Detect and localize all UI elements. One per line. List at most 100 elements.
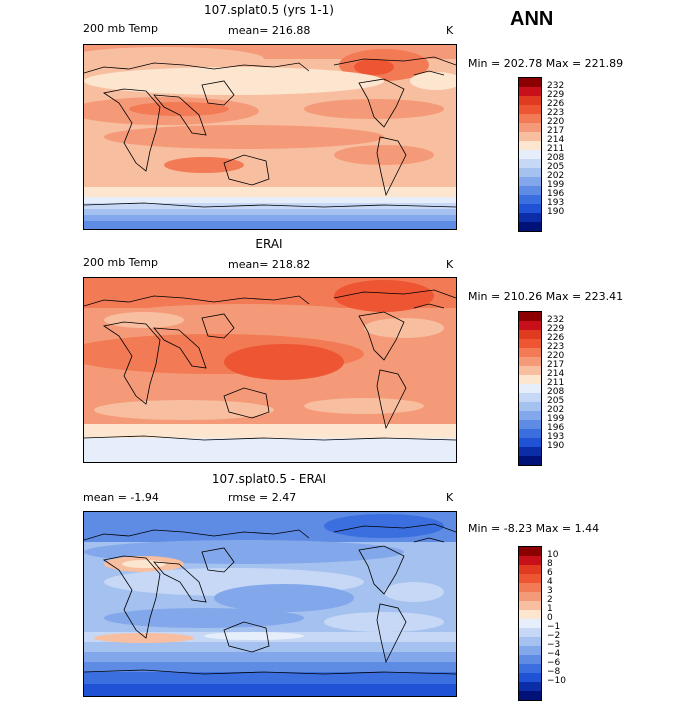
colorbar-tick-label: 214	[547, 135, 565, 145]
colorbar-tick-label: 196	[547, 423, 565, 433]
map-plot	[83, 511, 457, 697]
colorbar-tick-label: −2	[547, 631, 561, 641]
colorbar-tick-label: 4	[547, 577, 553, 587]
colorbar-tick-label: 1	[547, 604, 553, 614]
panel-title: 107.splat0.5 - ERAI	[211, 472, 327, 486]
colorbar-tick-label: 2	[547, 595, 553, 605]
colorbar-labels: 10 8 6 4 3 2 1 0 −1 −2 −3 −4 −6 −8 −10	[547, 551, 566, 686]
colorbar	[518, 311, 542, 466]
colorbar-tick-label: 193	[547, 198, 565, 208]
colorbar-swatch	[519, 420, 541, 429]
colorbar-tick-label: −6	[547, 658, 561, 668]
colorbar-swatch	[519, 339, 541, 348]
colorbar-swatch	[519, 655, 541, 664]
colorbar-labels: 232 229 226 223 220 217 214 211 208 205 202 199 196 1…	[547, 82, 564, 217]
colorbar-swatch	[519, 222, 541, 231]
map-plot	[83, 44, 457, 230]
colorbar-tick-label: 199	[547, 180, 565, 190]
colorbar-tick-label: 190	[547, 207, 565, 217]
panel-title: ERAI	[255, 237, 283, 251]
colorbar-swatch	[519, 330, 541, 339]
colorbar-swatch	[519, 393, 541, 402]
colorbar-tick-label: 220	[547, 117, 565, 127]
colorbar-swatch	[519, 186, 541, 195]
colorbar-swatch	[519, 114, 541, 123]
colorbar-swatch	[519, 574, 541, 583]
colorbar-swatch	[519, 96, 541, 105]
colorbar-tick-label: 217	[547, 126, 565, 136]
colorbar-tick-label: 202	[547, 405, 565, 415]
min-max-label: Min = 210.26 Max = 223.41	[468, 290, 624, 303]
colorbar-swatch	[519, 556, 541, 565]
colorbar-swatch	[519, 150, 541, 159]
colorbar-swatch	[519, 87, 541, 96]
colorbar-tick-label: 199	[547, 414, 565, 424]
colorbar-tick-label: 208	[547, 387, 565, 397]
colorbar-swatch	[519, 78, 541, 87]
colorbar-tick-label: 205	[547, 396, 565, 406]
colorbar-swatch	[519, 105, 541, 114]
colorbar-swatch	[519, 691, 541, 700]
colorbar-tick-label: −4	[547, 649, 561, 659]
colorbar-swatch	[519, 384, 541, 393]
colorbar-tick-label: 0	[547, 613, 553, 623]
colorbar-tick-label: 226	[547, 99, 565, 109]
colorbar-swatch	[519, 583, 541, 592]
colorbar-swatch	[519, 348, 541, 357]
colorbar-tick-label: 232	[547, 81, 565, 91]
colorbar-swatch	[519, 619, 541, 628]
colorbar-tick-label: −8	[547, 667, 561, 677]
colorbar-swatch	[519, 601, 541, 610]
colorbar-tick-label: 232	[547, 315, 565, 325]
colorbar-tick-label: −3	[547, 640, 561, 650]
colorbar-swatch	[519, 321, 541, 330]
colorbar-tick-label: 214	[547, 369, 565, 379]
colorbar-swatch	[519, 159, 541, 168]
variable-label: 200 mb Temp	[83, 256, 159, 269]
colorbar-tick-label: 211	[547, 144, 565, 154]
units-label: K	[446, 491, 454, 504]
colorbar-swatch	[519, 664, 541, 673]
rmse-label: rmse = 2.47	[228, 491, 297, 504]
contour-map	[84, 278, 456, 462]
colorbar-swatch	[519, 402, 541, 411]
colorbar-labels: 232 229 226 223 220 217 214 211 208 205 202 199 196 1…	[547, 316, 564, 451]
colorbar-swatch	[519, 312, 541, 321]
panel-title: 107.splat0.5 (yrs 1-1)	[204, 3, 334, 17]
colorbar-tick-label: 190	[547, 441, 565, 451]
contour-map	[84, 45, 456, 229]
colorbar-tick-label: 223	[547, 342, 565, 352]
colorbar-tick-label: 208	[547, 153, 565, 163]
colorbar-tick-label: 220	[547, 351, 565, 361]
colorbar-swatch	[519, 610, 541, 619]
colorbar	[518, 546, 542, 701]
mean-label: mean= 216.88	[228, 24, 311, 37]
units-label: K	[446, 24, 454, 37]
contour-map	[84, 512, 456, 696]
colorbar-swatch	[519, 592, 541, 601]
colorbar-tick-label: 223	[547, 108, 565, 118]
colorbar-tick-label: 6	[547, 568, 553, 578]
colorbar-swatch	[519, 438, 541, 447]
colorbar-tick-label: 205	[547, 162, 565, 172]
colorbar-swatch	[519, 375, 541, 384]
colorbar-tick-label: −1	[547, 622, 561, 632]
colorbar-swatch	[519, 682, 541, 691]
colorbar-tick-label: 8	[547, 559, 553, 569]
colorbar-tick-label: 10	[547, 550, 559, 560]
colorbar-tick-label: 217	[547, 360, 565, 370]
colorbar-tick-label: 229	[547, 90, 565, 100]
colorbar-tick-label: 196	[547, 189, 565, 199]
colorbar-swatch	[519, 411, 541, 420]
colorbar-swatch	[519, 141, 541, 150]
colorbar-swatch	[519, 366, 541, 375]
mean-label: mean = -1.94	[83, 491, 159, 504]
colorbar-swatch	[519, 646, 541, 655]
colorbar-swatch	[519, 123, 541, 132]
variable-label: 200 mb Temp	[83, 22, 159, 35]
colorbar-tick-label: 229	[547, 324, 565, 334]
colorbar	[518, 77, 542, 232]
colorbar-swatch	[519, 429, 541, 438]
colorbar-swatch	[519, 456, 541, 465]
colorbar-tick-label: 211	[547, 378, 565, 388]
